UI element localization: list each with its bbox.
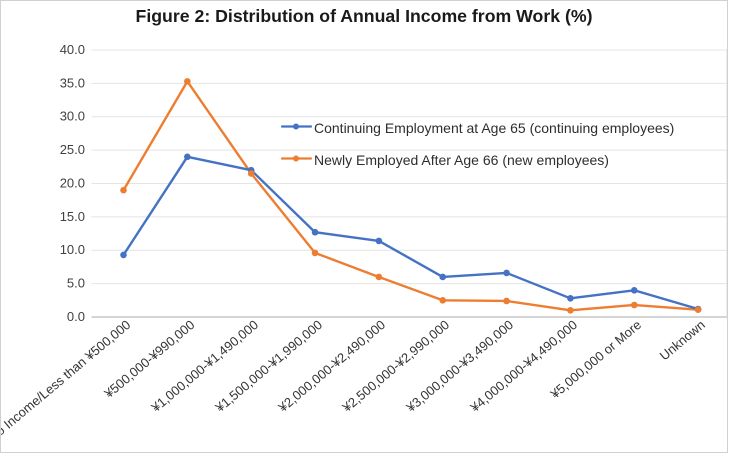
svg-text:5.0: 5.0 — [67, 276, 85, 291]
svg-text:35.0: 35.0 — [60, 75, 85, 90]
svg-text:0.0: 0.0 — [67, 309, 85, 324]
svg-text:40.0: 40.0 — [60, 42, 85, 57]
svg-text:15.0: 15.0 — [60, 209, 85, 224]
svg-text:25.0: 25.0 — [60, 142, 85, 157]
svg-text:20.0: 20.0 — [60, 176, 85, 191]
svg-text:10.0: 10.0 — [60, 242, 85, 257]
svg-text:30.0: 30.0 — [60, 109, 85, 124]
